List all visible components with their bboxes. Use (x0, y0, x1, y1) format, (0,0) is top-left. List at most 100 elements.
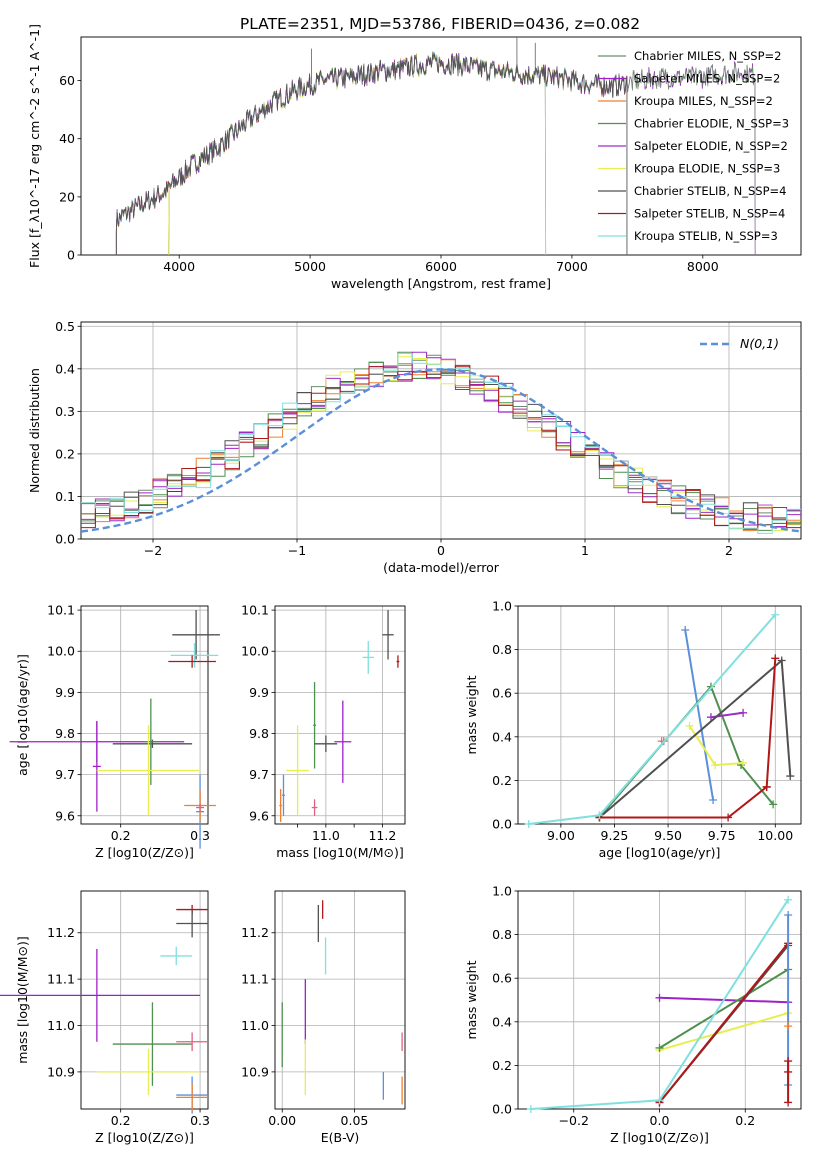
legend-label: Chabrier STELIB, N_SSP=4 (634, 184, 786, 198)
y-tick-label: 0.4 (55, 361, 75, 376)
y-tick-label: 11.0 (47, 1018, 75, 1033)
weight-marker (771, 610, 780, 619)
spectrum-panel: 4000 5000 6000 7000 8000 0 20 40 60 wavelength [A… (27, 24, 802, 291)
x-tick-label: 9.25 (601, 828, 629, 843)
axes-frame (517, 890, 802, 1110)
axes-frame (517, 605, 802, 825)
y-tick-label: 0.0 (492, 817, 512, 832)
errorbar-point (112, 739, 193, 748)
weight-line (659, 1012, 789, 1052)
x-tick-label: 0 (437, 543, 445, 558)
y-tick-label: 0 (67, 248, 75, 263)
errorbar-point (196, 803, 205, 812)
gaussian-reference-curve (80, 368, 802, 533)
x-axis-label: age [log10(age/yr)] (599, 845, 721, 860)
weight-marker (739, 708, 748, 717)
y-tick-label: 0.8 (492, 642, 512, 657)
weight-series (681, 625, 718, 805)
x-tick-label: 9.75 (708, 828, 736, 843)
age-vs-metallicity-panel: 0.2 0.39.69.79.89.910.010.1Z [log10(Z/Z⊙)… (9, 603, 220, 860)
weight-line (528, 614, 777, 825)
errorbar-point (311, 799, 318, 816)
grid (81, 606, 208, 824)
weight-marker (784, 1098, 793, 1107)
weight-series (655, 939, 793, 1107)
legend-label: Salpeter STELIB, N_SSP=4 (634, 207, 785, 221)
axes-frame (80, 890, 209, 1110)
weight-line (684, 629, 715, 801)
y-axis-label: Normed distribution (27, 368, 42, 493)
y-tick-label: 0.2 (492, 773, 512, 788)
x-tick-label: 0.3 (190, 1113, 210, 1128)
x-tick-label: 0.2 (111, 828, 131, 843)
weight-marker (739, 758, 748, 767)
spectrum-model-line (168, 53, 547, 255)
legend-label: Salpeter MILES, N_SSP=2 (634, 72, 780, 86)
errorbar-point (362, 640, 374, 674)
errorbar-point (170, 643, 219, 668)
y-tick-label: 0.4 (492, 1014, 512, 1029)
axes-frame (80, 321, 802, 540)
errorbar-point (314, 735, 338, 753)
y-tick-label: 10.9 (47, 1064, 75, 1079)
y-tick-label: 0.1 (55, 489, 75, 504)
weight-marker (784, 895, 793, 904)
spectrum-model-line (115, 52, 628, 255)
errorbar-point (172, 610, 220, 660)
x-axis-label: Z [log10(Z/Z⊙)] (95, 845, 194, 860)
errorbar-point (160, 946, 193, 966)
legend-label: Chabrier MILES, N_SSP=2 (634, 49, 781, 63)
mass-vs-ebv-panel: 0.00 0.05 10.9 11.0 11.1 11.2 E(B-V) (241, 890, 406, 1145)
axes-frame (274, 605, 406, 825)
y-axis-label: mass [log10(M/M⊙)] (15, 936, 30, 1064)
y-tick-label: 0.6 (492, 971, 512, 986)
weight-marker (784, 1022, 793, 1031)
y-tick-label: 1.0 (492, 884, 512, 899)
weight-vs-metallicity-panel: −0.2 0.0 0.2 0.0 0.2 0.4 0.6 0.8 1.0 Z [log10(Z/Z… (464, 884, 802, 1145)
x-tick-label: 11.2 (368, 828, 396, 843)
errorbar-point (96, 725, 201, 816)
x-tick-label: 8000 (687, 259, 719, 274)
errorbar-point (176, 1032, 208, 1052)
weight-marker (784, 1067, 793, 1076)
y-axis-label: age [log10(age/yr)] (15, 654, 30, 776)
y-tick-label: 11.2 (47, 925, 75, 940)
legend-label: Kroupa ELODIE, N_SSP=3 (634, 162, 780, 176)
x-tick-label: 4000 (163, 259, 195, 274)
y-tick-label: 9.8 (55, 726, 75, 741)
weight-series (685, 721, 748, 770)
grid (518, 605, 801, 825)
spectrum-model-line (115, 52, 628, 255)
y-tick-label: 11.1 (241, 972, 269, 987)
y-tick-label: 9.8 (249, 726, 269, 741)
legend-label: Chabrier ELODIE, N_SSP=3 (634, 117, 789, 131)
errorbar-point (92, 721, 101, 812)
grid (81, 322, 801, 540)
y-tick-label: 40 (59, 131, 75, 146)
legend-label: Kroupa MILES, N_SSP=2 (634, 94, 773, 108)
weight-marker (709, 796, 718, 805)
weight-line (658, 968, 789, 1049)
y-axis-label: Flux [f_λ10^-17 erg cm^-2 s^-1 A^-1] (27, 24, 42, 268)
y-tick-label: 0.0 (55, 532, 75, 547)
y-tick-label: 10.9 (241, 1064, 269, 1079)
errorbar-point (176, 909, 208, 938)
y-axis-label: mass weight (464, 960, 479, 1039)
weight-marker (595, 811, 604, 820)
spectrum-legend: Chabrier MILES, N_SSP=2 Salpeter MILES, N… (598, 49, 789, 243)
y-tick-label: 10.1 (241, 603, 269, 618)
weight-marker (784, 1057, 793, 1066)
x-tick-label: 2 (725, 543, 733, 558)
spectrum-model-line (115, 51, 628, 255)
x-axis-label: (data-model)/error (383, 560, 500, 575)
weight-series (655, 1009, 793, 1055)
weight-marker (711, 761, 720, 770)
y-tick-label: 9.7 (249, 767, 269, 782)
weight-marker (784, 910, 793, 919)
errorbar-point (334, 700, 352, 783)
weight-marker (777, 656, 786, 665)
errorbar-point (0, 948, 201, 1042)
x-tick-label: 0.05 (341, 1113, 369, 1128)
weight-marker (655, 993, 664, 1002)
errorbar-point (112, 1002, 193, 1086)
